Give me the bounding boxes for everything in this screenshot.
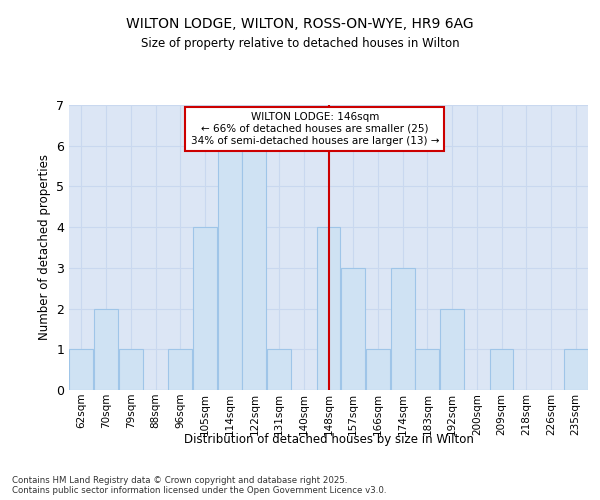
- Bar: [168, 350, 192, 390]
- Bar: [218, 146, 242, 390]
- Bar: [193, 227, 217, 390]
- Bar: [242, 146, 266, 390]
- Text: Distribution of detached houses by size in Wilton: Distribution of detached houses by size …: [184, 432, 474, 446]
- Bar: [94, 308, 118, 390]
- Bar: [317, 227, 340, 390]
- Text: Contains HM Land Registry data © Crown copyright and database right 2025.
Contai: Contains HM Land Registry data © Crown c…: [12, 476, 386, 495]
- Text: WILTON LODGE: 146sqm
← 66% of detached houses are smaller (25)
34% of semi-detac: WILTON LODGE: 146sqm ← 66% of detached h…: [191, 112, 439, 146]
- Bar: [267, 350, 291, 390]
- Bar: [119, 350, 143, 390]
- Bar: [366, 350, 390, 390]
- Y-axis label: Number of detached properties: Number of detached properties: [38, 154, 50, 340]
- Bar: [415, 350, 439, 390]
- Bar: [70, 350, 94, 390]
- Bar: [341, 268, 365, 390]
- Bar: [490, 350, 514, 390]
- Text: WILTON LODGE, WILTON, ROSS-ON-WYE, HR9 6AG: WILTON LODGE, WILTON, ROSS-ON-WYE, HR9 6…: [126, 18, 474, 32]
- Bar: [440, 308, 464, 390]
- Bar: [391, 268, 415, 390]
- Bar: [563, 350, 587, 390]
- Text: Size of property relative to detached houses in Wilton: Size of property relative to detached ho…: [140, 38, 460, 51]
